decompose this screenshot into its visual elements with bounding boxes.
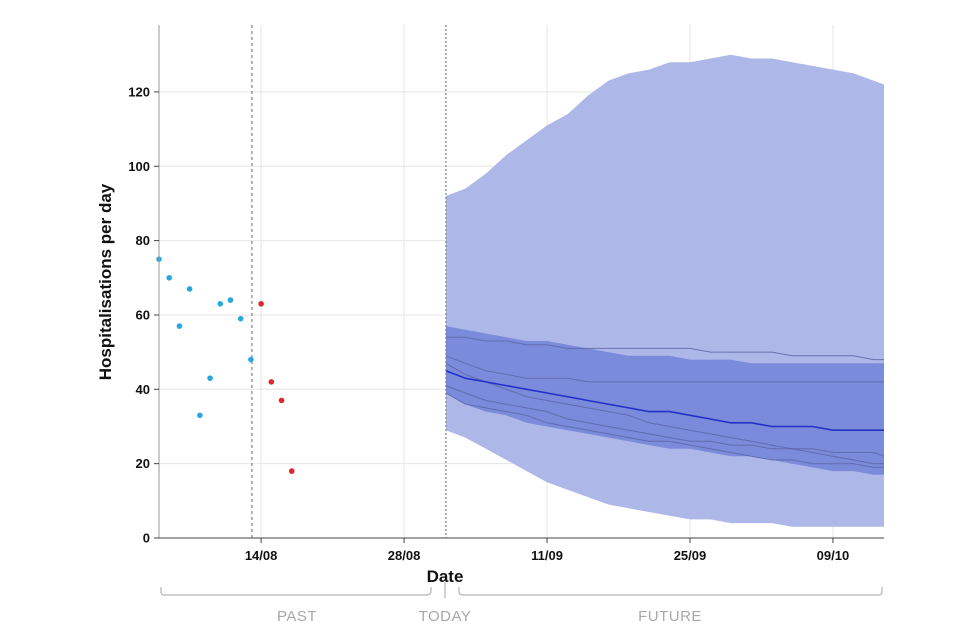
observed-points: [156, 256, 295, 474]
excluded-point: [288, 468, 295, 474]
x-tick-label: 14/08: [245, 548, 278, 563]
excluded-point: [278, 397, 285, 404]
x-axis-title: Date: [427, 567, 464, 586]
observed-point: [217, 301, 224, 307]
sample-path: [445, 355, 884, 383]
sample-path: [445, 336, 884, 361]
y-tick-label: 20: [136, 456, 150, 471]
tick-labels: 0 20 40 60 80 100 120 14/08 28/08 11/09 25/09 09/10: [128, 84, 849, 563]
y-tick-label: 100: [128, 159, 150, 174]
past-label: PAST: [277, 608, 317, 625]
observed-point: [176, 323, 183, 329]
sample-path: [445, 362, 885, 457]
observed-point: [186, 286, 193, 292]
observed-point: [248, 356, 254, 363]
excluded-point: [258, 301, 264, 307]
past-bracket: [160, 587, 432, 596]
y-tick-label: 60: [136, 307, 150, 322]
sample-path: [445, 385, 884, 465]
x-tick-label: 25/09: [674, 548, 707, 563]
sample-path: [445, 392, 884, 468]
excluded-point: [268, 379, 275, 385]
observed-point: [227, 297, 234, 303]
today-label: TODAY: [419, 608, 472, 625]
observed-point: [237, 315, 244, 322]
y-tick-label: 0: [143, 531, 150, 546]
median-line: [445, 369, 884, 431]
inner-interval-band: [445, 326, 884, 475]
future-label: FUTURE: [638, 608, 702, 625]
y-tick-label: 120: [128, 84, 150, 99]
reference-lines: [251, 25, 447, 538]
x-tick-label: 09/10: [817, 548, 850, 563]
y-tick-label: 80: [136, 233, 150, 248]
observed-point: [207, 375, 213, 381]
x-tick-label: 11/09: [531, 548, 563, 563]
forecast-sample-paths: [445, 336, 885, 468]
forecast-bands: [445, 54, 884, 527]
axes: [154, 25, 884, 543]
y-axis-title: Hospitalisations per day: [96, 183, 115, 380]
y-tick-label: 40: [136, 382, 150, 397]
observed-point: [166, 274, 173, 281]
observed-point: [197, 412, 203, 419]
future-bracket: [458, 587, 883, 596]
x-tick-label: 28/08: [388, 548, 421, 563]
period-brackets: [160, 582, 883, 598]
